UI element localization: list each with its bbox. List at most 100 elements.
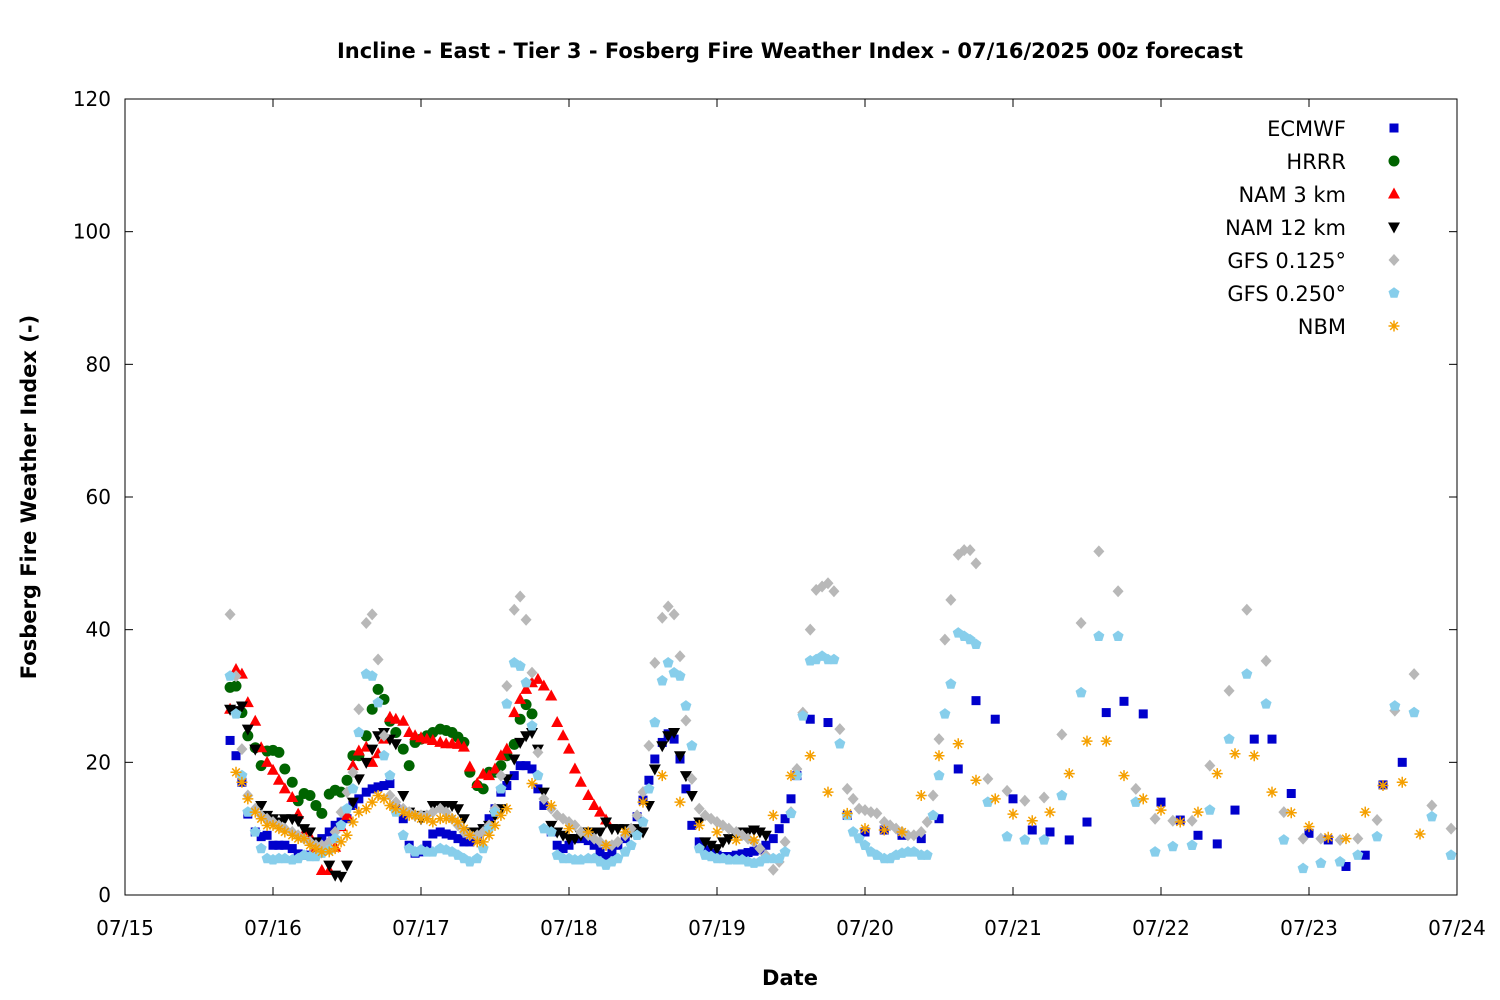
data-point: [353, 703, 365, 716]
data-point: [428, 829, 438, 839]
data-point: [563, 823, 575, 835]
data-point: [452, 804, 464, 816]
data-point: [532, 746, 544, 759]
data-point: [804, 623, 816, 636]
data-point: [310, 799, 322, 811]
data-point: [1075, 617, 1087, 630]
data-point: [446, 800, 459, 812]
data-point: [760, 852, 772, 864]
data-point: [595, 847, 605, 857]
data-point: [1426, 810, 1438, 822]
data-point: [457, 814, 470, 826]
data-point: [484, 814, 494, 824]
data-point: [1112, 585, 1124, 598]
data-point: [384, 799, 396, 811]
data-point: [662, 600, 674, 613]
data-point: [680, 700, 692, 711]
data-point: [453, 834, 463, 844]
data-point: [514, 692, 527, 704]
data-point: [662, 731, 675, 743]
data-point: [323, 860, 336, 872]
data-point: [366, 744, 379, 756]
y-tick-label: 40: [86, 618, 111, 642]
data-point: [1044, 806, 1056, 818]
data-point: [471, 852, 483, 864]
data-point: [933, 769, 945, 781]
data-point: [1286, 789, 1296, 799]
axes: 07/15 07/16 07/17 07/18 07/19 07/20 07/21 07/22…: [73, 87, 1486, 940]
legend-marker: [1388, 287, 1400, 298]
legend-label: ECMWF: [1267, 117, 1346, 141]
chart-title: Incline - East - Tier 3 - Fosberg Fire W…: [337, 39, 1243, 63]
data-point: [945, 593, 957, 606]
data-point: [687, 820, 697, 830]
data-point: [785, 807, 797, 819]
data-point: [341, 774, 353, 786]
data-point: [286, 776, 298, 788]
data-point: [515, 761, 525, 771]
data-point: [1027, 825, 1037, 835]
data-point: [1137, 793, 1149, 805]
data-point: [716, 837, 729, 849]
data-point: [384, 769, 396, 781]
data-point: [249, 826, 261, 837]
data-point: [1397, 757, 1407, 767]
data-point: [1241, 603, 1253, 616]
data-point: [501, 803, 513, 815]
data-point: [1119, 696, 1129, 706]
data-point: [440, 813, 452, 825]
data-point: [1278, 834, 1290, 845]
data-point: [859, 839, 871, 850]
data-point: [662, 657, 674, 668]
series-gfs-0-250-: [224, 627, 1457, 874]
data-point: [341, 808, 353, 820]
data-point: [280, 840, 290, 850]
data-point: [286, 790, 299, 802]
data-point: [822, 786, 834, 798]
data-point: [674, 650, 686, 663]
data-point: [594, 827, 607, 839]
data-point: [366, 796, 378, 808]
data-point: [1334, 856, 1346, 867]
data-point: [1138, 709, 1148, 719]
y-tick-label: 0: [98, 883, 111, 907]
data-point: [680, 714, 692, 727]
data-point: [679, 771, 692, 783]
data-point: [1063, 768, 1075, 780]
data-point: [1038, 791, 1050, 804]
data-point: [236, 743, 248, 756]
data-point: [1112, 630, 1124, 641]
data-point: [1223, 733, 1235, 744]
data-point: [841, 782, 853, 795]
data-point: [600, 817, 612, 829]
data-point: [521, 761, 531, 771]
data-point: [945, 678, 957, 689]
data-point: [532, 769, 544, 781]
data-point: [1334, 833, 1346, 846]
data-point: [347, 766, 359, 779]
data-point: [379, 781, 389, 791]
data-point: [557, 729, 570, 741]
data-point: [403, 809, 415, 821]
data-point: [224, 608, 236, 621]
data-point: [1408, 706, 1420, 718]
data-point: [278, 782, 291, 794]
data-point: [588, 798, 601, 810]
data-point: [637, 816, 649, 827]
data-point: [786, 794, 796, 804]
data-point: [656, 770, 668, 782]
data-point: [304, 827, 316, 839]
data-point: [970, 638, 982, 649]
data-point: [1303, 821, 1315, 833]
data-point: [1278, 806, 1290, 819]
data-point: [686, 739, 698, 751]
data-point: [316, 807, 328, 819]
data-point: [656, 741, 669, 753]
data-point: [477, 836, 489, 848]
data-point: [1408, 668, 1420, 681]
data-point: [230, 708, 242, 719]
data-point: [1100, 735, 1112, 747]
data-point: [495, 809, 507, 821]
data-point: [990, 714, 1000, 724]
data-point: [804, 750, 816, 762]
